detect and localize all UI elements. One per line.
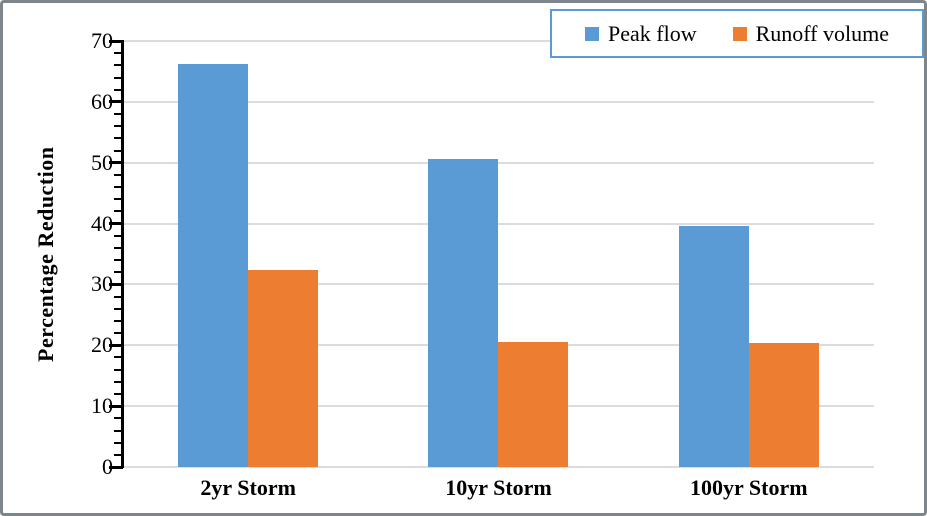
bar-runoff-volume-2yr-storm <box>248 269 319 467</box>
bar-runoff-volume-100yr-storm <box>748 342 819 467</box>
y-minor-tick-28 <box>114 295 123 298</box>
gridline-30 <box>123 283 874 286</box>
y-major-tick-10 <box>109 404 123 408</box>
y-axis-labels: 0 10 20 30 40 50 60 70 <box>51 28 113 479</box>
peak-flow-swatch-icon <box>584 26 599 41</box>
y-minor-tick-18 <box>114 356 123 359</box>
bar-peak-flow-10yr-storm <box>428 159 499 467</box>
y-tick-label-40: 40 <box>91 210 113 236</box>
plot-area: 2yr Storm 10yr Storm 100yr Storm <box>109 39 874 500</box>
bar-peak-flow-100yr-storm <box>678 226 749 467</box>
y-axis-line <box>121 40 124 468</box>
y-major-tick-70 <box>109 39 123 43</box>
gridline-60 <box>123 100 874 103</box>
y-minor-tick-46 <box>114 186 123 189</box>
y-minor-tick-54 <box>114 137 123 140</box>
x-axis-label-2yr-storm: 2yr Storm <box>200 475 296 500</box>
y-minor-tick-48 <box>114 173 123 176</box>
y-minor-tick-2 <box>114 453 123 456</box>
y-minor-tick-12 <box>114 392 123 395</box>
gridline-0 <box>123 466 874 468</box>
x-axis-label-100yr-storm: 100yr Storm <box>690 475 808 500</box>
y-major-tick-40 <box>109 222 123 226</box>
y-minor-tick-38 <box>114 234 123 237</box>
y-minor-tick-36 <box>114 246 123 249</box>
y-minor-tick-14 <box>114 380 123 383</box>
y-minor-tick-42 <box>114 210 123 213</box>
y-tick-label-10: 10 <box>91 393 113 419</box>
y-minor-tick-68 <box>114 52 123 55</box>
y-major-tick-30 <box>109 282 123 286</box>
gridline-40 <box>123 222 874 225</box>
y-minor-tick-66 <box>114 64 123 67</box>
y-minor-tick-8 <box>114 417 123 420</box>
runoff-volume-swatch-icon <box>732 26 747 41</box>
bar-peak-flow-2yr-storm <box>178 64 249 467</box>
legend-label: Peak flow <box>607 20 697 46</box>
y-minor-tick-26 <box>114 307 123 310</box>
y-tick-label-50: 50 <box>91 149 113 175</box>
legend-label: Runoff volume <box>755 20 889 46</box>
bar-group-10yr-storm: 10yr Storm <box>373 41 623 500</box>
legend[interactable]: Peak flow Runoff volume <box>550 9 924 58</box>
y-minor-tick-16 <box>114 368 123 371</box>
y-minor-tick-62 <box>114 88 123 91</box>
y-tick-label-30: 30 <box>91 271 113 297</box>
y-minor-tick-44 <box>114 198 123 201</box>
y-tick-label-70: 70 <box>91 28 113 53</box>
legend-item-runoff-volume[interactable]: Runoff volume <box>732 20 889 46</box>
y-major-tick-0 <box>109 465 123 469</box>
gridline-70 <box>123 40 874 42</box>
gridline-50 <box>123 161 874 164</box>
y-tick-label-60: 60 <box>91 88 113 114</box>
y-major-tick-20 <box>109 343 123 347</box>
bar-runoff-volume-10yr-storm <box>498 341 569 467</box>
legend-item-peak-flow[interactable]: Peak flow <box>584 20 697 46</box>
y-minor-tick-56 <box>114 125 123 128</box>
y-minor-tick-52 <box>114 149 123 152</box>
y-minor-tick-6 <box>114 429 123 432</box>
y-minor-tick-22 <box>114 332 123 335</box>
y-major-tick-50 <box>109 161 123 165</box>
bar-group-100yr-storm: 100yr Storm <box>624 41 874 500</box>
y-minor-tick-24 <box>114 319 123 322</box>
y-minor-tick-4 <box>114 441 123 444</box>
y-minor-tick-64 <box>114 76 123 79</box>
y-tick-label-0: 0 <box>102 454 113 479</box>
y-major-tick-60 <box>109 100 123 104</box>
bar-group-2yr-storm: 2yr Storm <box>123 41 373 500</box>
x-axis-label-10yr-storm: 10yr Storm <box>445 475 552 500</box>
y-minor-tick-34 <box>114 259 123 262</box>
y-minor-tick-58 <box>114 113 123 116</box>
y-tick-label-20: 20 <box>91 332 113 358</box>
y-minor-tick-32 <box>114 271 123 274</box>
